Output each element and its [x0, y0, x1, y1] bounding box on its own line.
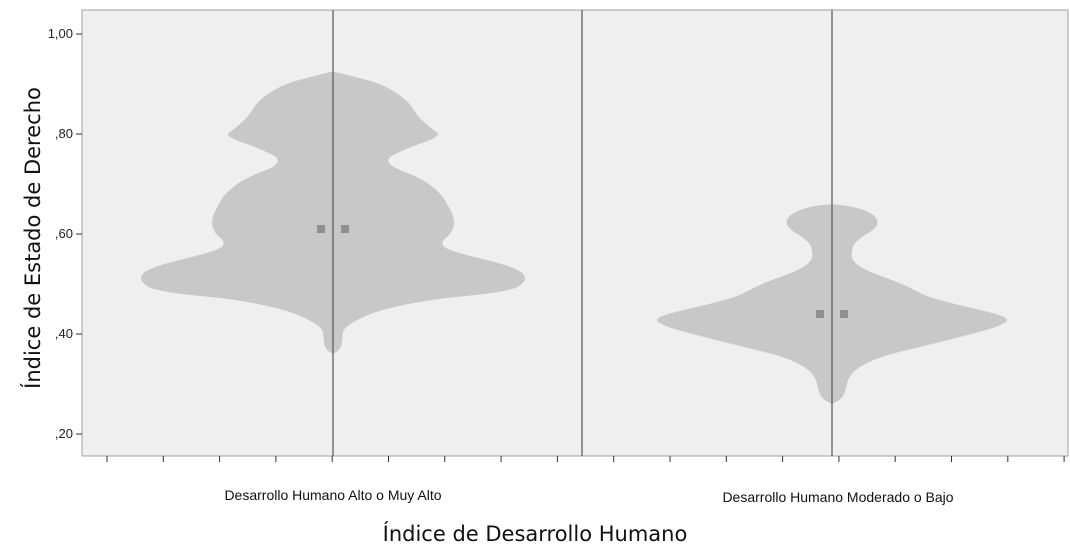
x-axis	[106, 456, 1065, 462]
violin-layer	[140, 10, 1007, 456]
median-marker	[317, 225, 325, 233]
y-tick-label: ,40	[55, 326, 73, 341]
category-labels: Desarrollo Humano Alto o Muy Alto Desarr…	[224, 487, 953, 505]
median-marker	[816, 310, 824, 318]
y-tick-label: ,60	[55, 226, 73, 241]
y-axis: ,20 ,40 ,60 ,80 1,00	[48, 26, 82, 441]
category-label-high: Desarrollo Humano Alto o Muy Alto	[224, 487, 441, 503]
y-tick-label: ,80	[55, 126, 73, 141]
y-axis-title: Índice de Estado de Derecho	[20, 87, 45, 389]
median-marker	[840, 310, 848, 318]
category-label-low: Desarrollo Humano Moderado o Bajo	[722, 489, 953, 505]
x-axis-title: Índice de Desarrollo Humano	[383, 521, 688, 546]
y-tick-label: 1,00	[48, 26, 73, 41]
median-marker	[341, 225, 349, 233]
y-tick-label: ,20	[55, 426, 73, 441]
